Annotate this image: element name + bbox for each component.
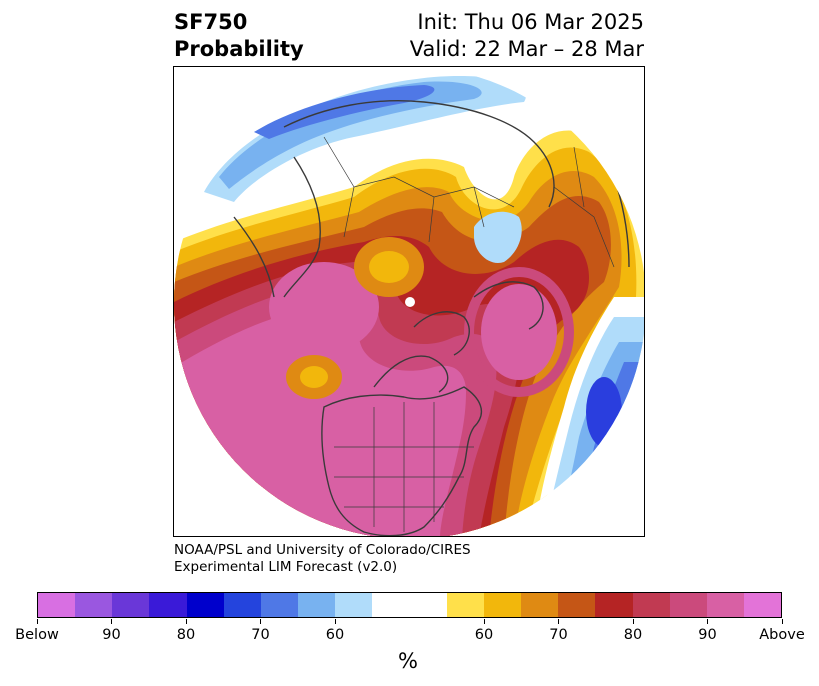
atlantic-pink-cell [481,284,557,380]
product-title: Probability [174,37,304,61]
polar-gold-cell [369,251,409,283]
credit-text: NOAA/PSL and University of Colorado/CIRE… [174,542,471,576]
siberia-light-blue [474,211,522,263]
colorbar-segment [558,593,596,617]
chart-title-right: Init: Thu 06 Mar 2025 Valid: 22 Mar – 28… [410,9,644,63]
colorbar-tick-label: 60 [474,627,494,643]
colorbar [37,592,782,618]
colorbar-tick [558,619,559,624]
mid-blue-region-north [219,81,482,189]
colorbar-tick-label: 90 [102,627,121,643]
colorbar-tick [260,619,261,624]
colorbar-tick-label: 70 [549,627,568,643]
colorbar-tick [185,619,187,624]
colorbar-tick-label: 60 [325,627,345,643]
colorbar-segment [335,593,373,617]
colorbar-segment [743,593,782,617]
colorbar-segment [38,593,76,617]
country-borders [323,136,615,532]
blue-region-north [204,76,526,202]
colorbar-segment [669,593,707,617]
colorbar-tick-label: 80 [176,627,196,643]
polar-map [173,66,645,537]
colorbar-segment [186,593,224,617]
credit-line-2: Experimental LIM Forecast (v2.0) [174,559,398,575]
colorbar-segment [521,593,559,617]
colorbar-tick [781,619,783,624]
colorbar-segment [149,593,187,617]
colorbar-tick-label: 80 [623,627,643,643]
colorbar-tick [36,619,38,624]
colorbar-segment [595,593,633,617]
colorbar-tick-label: 70 [251,627,270,643]
colorbar-tick [483,619,485,624]
colorbar-tick-label: Above [759,627,805,643]
canada-gold-cell [300,366,328,388]
colorbar-segment [409,593,447,617]
colorbar-tick [707,619,708,624]
colorbar-tick [111,619,112,624]
valid-range: Valid: 22 Mar – 28 Mar [409,37,644,61]
colorbar-unit: % [398,649,418,673]
pacific-deep-blue [586,377,622,447]
init-date: Init: Thu 06 Mar 2025 [417,10,644,34]
colorbar-tick-label: 90 [698,627,717,643]
colorbar-segment [483,593,522,617]
variable-title: SF750 [174,10,248,34]
colorbar-segment [446,593,484,617]
probability-map-svg [174,67,644,536]
blue-region-north-core [254,85,435,139]
colorbar-segment [75,593,113,617]
colorbar-segment [372,593,410,617]
colorbar-segment [632,593,670,617]
eurasia-pink-cell [269,262,379,352]
colorbar-tick [632,619,634,624]
colorbar-tick-label: Below [15,627,59,643]
colorbar-tick [334,619,336,624]
colorbar-segment [223,593,261,617]
colorbar-segment [298,593,336,617]
north-pole-marker [405,297,415,307]
colorbar-segment [260,593,299,617]
chart-title-left: SF750 Probability [174,9,304,63]
colorbar-segment [112,593,150,617]
credit-line-1: NOAA/PSL and University of Colorado/CIRE… [174,542,471,558]
colorbar-segment [706,593,744,617]
